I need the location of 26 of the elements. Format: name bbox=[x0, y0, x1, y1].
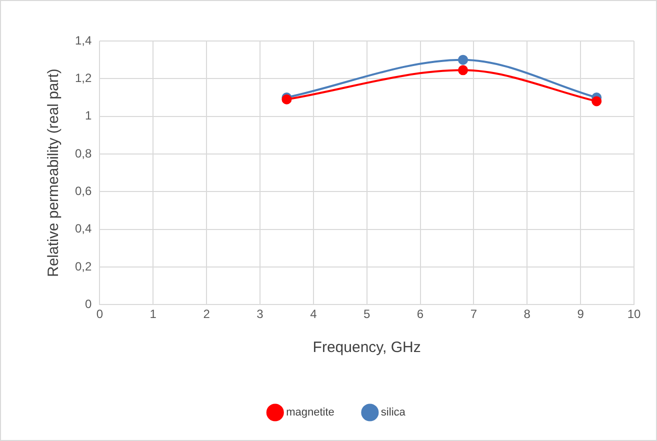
x-tick-label: 8 bbox=[524, 307, 531, 322]
x-tick-label: 3 bbox=[256, 307, 264, 322]
y-tick-label: 1,4 bbox=[74, 33, 92, 48]
legend-label: magnetite bbox=[286, 406, 334, 419]
y-tick-label: 0 bbox=[84, 296, 92, 311]
y-tick-label: 0,2 bbox=[74, 259, 92, 274]
x-tick-label: 5 bbox=[363, 307, 370, 322]
point bbox=[458, 65, 468, 76]
x-tick-label: 9 bbox=[577, 307, 584, 322]
x-tick-label: 7 bbox=[470, 307, 478, 322]
y-axis-title: Relative permeability (real part) bbox=[45, 68, 62, 278]
y-tick-label: 0,8 bbox=[74, 146, 92, 160]
x-axis-title: Frequency, GHz bbox=[312, 339, 421, 356]
x-tick-label: 4 bbox=[310, 307, 318, 322]
legend-label: silica bbox=[380, 406, 406, 419]
point bbox=[592, 96, 602, 106]
x-tick-label: 1 bbox=[150, 307, 157, 322]
y-tick-label: 0,4 bbox=[74, 222, 92, 236]
x-tick-label: 10 bbox=[627, 307, 641, 322]
x-tick-label: 6 bbox=[416, 307, 424, 322]
point bbox=[458, 54, 468, 65]
y-tick-label: 1 bbox=[84, 108, 92, 123]
x-tick-label: 2 bbox=[203, 307, 210, 322]
y-tick-label: 1,2 bbox=[74, 70, 92, 85]
x-tick-label: 0 bbox=[96, 307, 104, 322]
y-tick-label: 0,6 bbox=[74, 184, 92, 198]
